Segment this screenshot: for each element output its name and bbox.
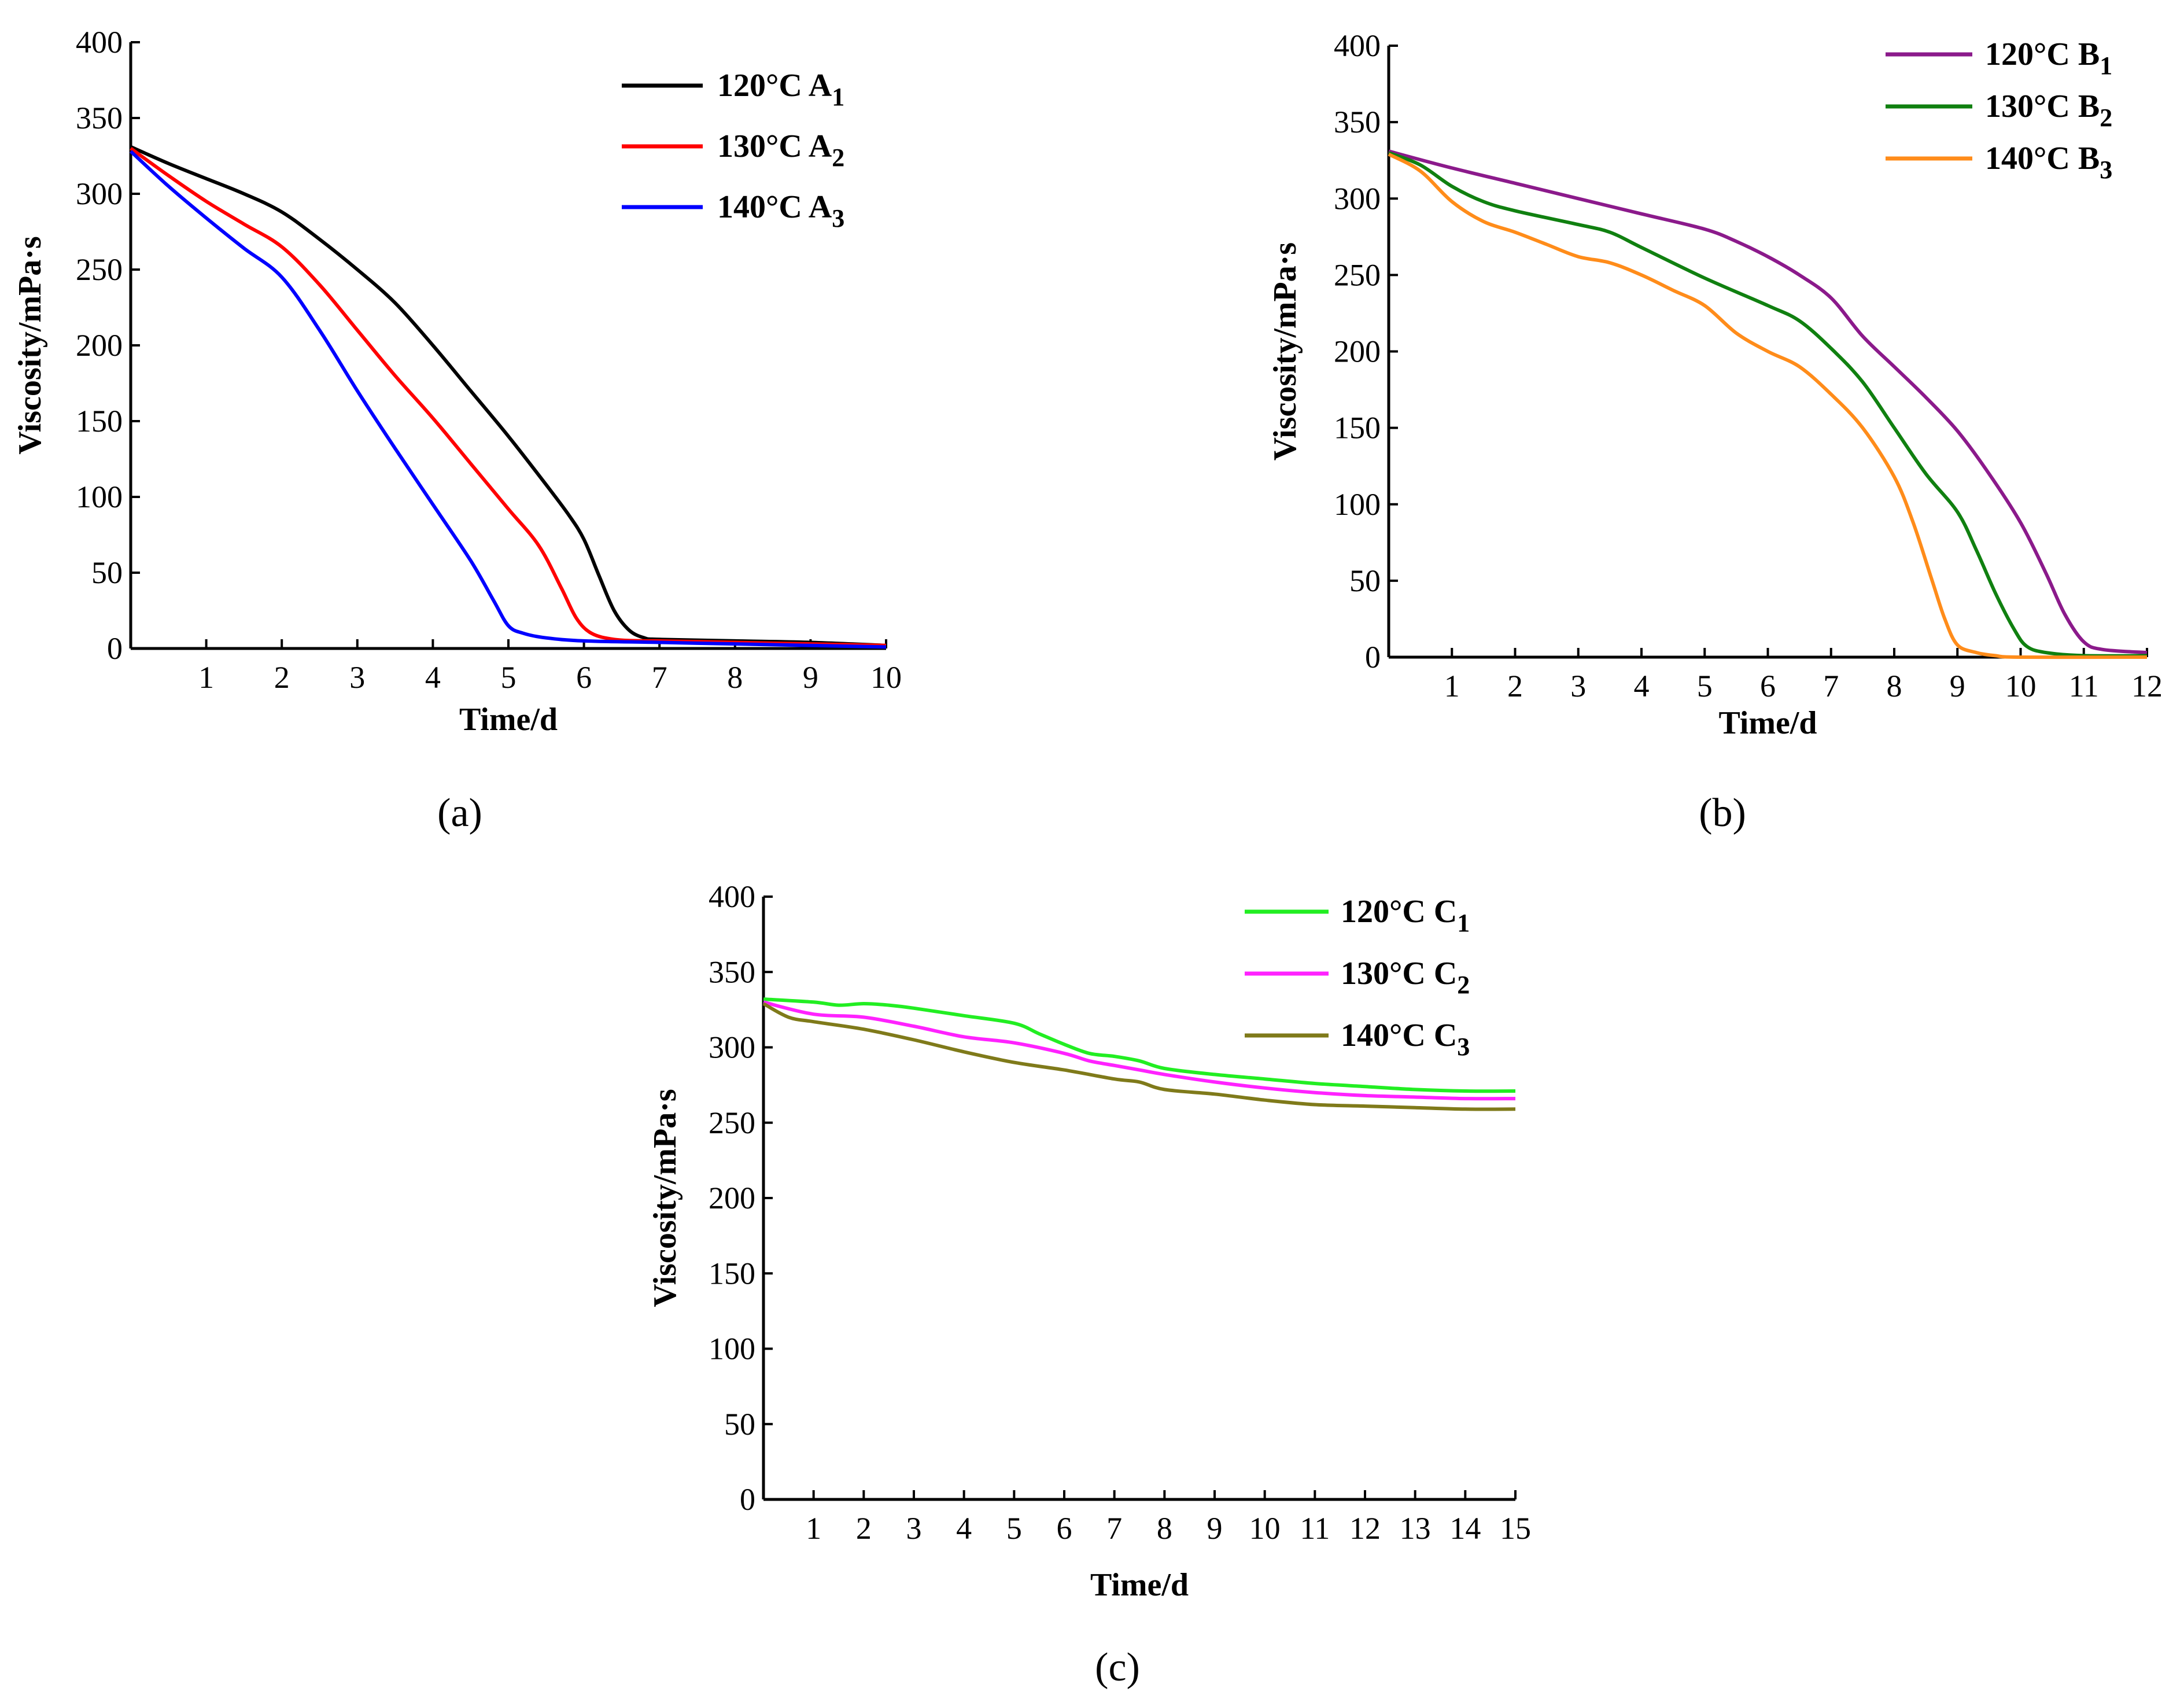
x-tick-label: 9 xyxy=(1950,669,1965,703)
y-tick-label: 150 xyxy=(76,404,123,438)
y-tick-label: 0 xyxy=(740,1482,755,1517)
x-axis-title: Time/d xyxy=(1718,705,1817,741)
x-tick-label: 10 xyxy=(1249,1511,1281,1546)
x-tick-label: 7 xyxy=(1106,1511,1122,1546)
x-tick-label: 5 xyxy=(1006,1511,1022,1546)
legend-label: 130°C A2 xyxy=(717,128,844,172)
y-tick-label: 0 xyxy=(107,631,123,666)
y-tick-label: 100 xyxy=(1334,487,1381,522)
x-tick-label: 8 xyxy=(1887,669,1902,703)
x-tick-label: 5 xyxy=(501,660,517,695)
y-tick-label: 200 xyxy=(709,1181,755,1215)
panel-caption: (b) xyxy=(1699,791,1746,835)
legend-label: 120°C A1 xyxy=(717,68,844,111)
y-axis-title: Viscosity/mPa·s xyxy=(647,1089,683,1307)
x-tick-label: 11 xyxy=(1300,1511,1330,1546)
y-tick-label: 150 xyxy=(1334,411,1381,445)
x-tick-label: 6 xyxy=(1057,1511,1072,1546)
x-tick-label: 4 xyxy=(1634,669,1650,703)
x-tick-label: 12 xyxy=(1349,1511,1381,1546)
y-tick-label: 400 xyxy=(1334,28,1381,63)
x-tick-label: 9 xyxy=(1207,1511,1223,1546)
y-tick-label: 50 xyxy=(1349,563,1381,598)
y-tick-label: 50 xyxy=(91,555,123,590)
y-tick-label: 200 xyxy=(1334,334,1381,369)
series-line-b1 xyxy=(1388,149,2148,655)
x-tick-label: 3 xyxy=(349,660,365,695)
panel-caption: (c) xyxy=(1095,1645,1140,1690)
y-tick-label: 250 xyxy=(76,252,123,287)
x-axis-title: Time/d xyxy=(459,702,558,738)
y-axis-title: Viscosity/mPa·s xyxy=(12,236,48,454)
y-tick-label: 0 xyxy=(1365,640,1381,675)
panel-caption: (a) xyxy=(437,791,482,835)
y-tick-label: 350 xyxy=(709,954,755,989)
y-tick-label: 300 xyxy=(76,176,123,211)
y-tick-label: 400 xyxy=(709,879,755,914)
y-tick-label: 250 xyxy=(709,1105,755,1140)
y-tick-label: 300 xyxy=(709,1030,755,1065)
x-tick-label: 12 xyxy=(2131,669,2163,703)
legend-label: 120°C C1 xyxy=(1341,894,1470,937)
x-tick-label: 10 xyxy=(2005,669,2037,703)
x-tick-label: 1 xyxy=(198,660,214,695)
x-tick-label: 2 xyxy=(1507,669,1523,703)
y-tick-label: 300 xyxy=(1334,181,1381,216)
x-axis-title: Time/d xyxy=(1090,1567,1189,1603)
x-tick-label: 6 xyxy=(1760,669,1776,703)
x-tick-label: 7 xyxy=(652,660,667,695)
legend-label: 140°C C3 xyxy=(1341,1018,1470,1061)
legend-label: 130°C B2 xyxy=(1985,89,2112,132)
y-tick-label: 100 xyxy=(76,480,123,514)
x-tick-label: 11 xyxy=(2069,669,2099,703)
series-line-b3 xyxy=(1388,152,2148,659)
series-line-c3 xyxy=(762,1002,1516,1111)
x-tick-label: 1 xyxy=(806,1511,821,1546)
y-tick-label: 200 xyxy=(76,328,123,363)
x-tick-label: 4 xyxy=(425,660,441,695)
x-tick-label: 3 xyxy=(1570,669,1586,703)
x-tick-label: 15 xyxy=(1500,1511,1531,1546)
series-line-c2 xyxy=(763,1000,1516,1101)
x-tick-label: 4 xyxy=(956,1511,972,1546)
x-tick-label: 9 xyxy=(803,660,818,695)
x-tick-label: 8 xyxy=(727,660,743,695)
legend-label: 140°C B3 xyxy=(1985,141,2112,184)
y-tick-label: 100 xyxy=(709,1332,755,1366)
y-tick-label: 150 xyxy=(709,1256,755,1291)
legend-label: 120°C B1 xyxy=(1985,36,2112,80)
legend-label: 140°C A3 xyxy=(717,189,844,233)
x-tick-label: 3 xyxy=(906,1511,922,1546)
y-tick-label: 50 xyxy=(724,1407,755,1442)
x-tick-label: 8 xyxy=(1157,1511,1172,1546)
series-line-a3 xyxy=(129,150,887,649)
x-tick-label: 2 xyxy=(274,660,290,695)
x-tick-label: 6 xyxy=(576,660,592,695)
chart-panel-a: 0 50 100 150 200 250 300 350 400 1 2 3 4 5 6 7 8 9 10 Time/… xyxy=(12,25,902,835)
x-tick-label: 2 xyxy=(856,1511,872,1546)
y-tick-label: 350 xyxy=(76,101,123,135)
x-tick-label: 10 xyxy=(870,660,902,695)
legend-label: 130°C C2 xyxy=(1341,956,1470,999)
series-line-b2 xyxy=(1388,151,2148,658)
x-tick-label: 1 xyxy=(1444,669,1460,703)
x-tick-label: 13 xyxy=(1400,1511,1431,1546)
x-tick-label: 7 xyxy=(1823,669,1839,703)
series-line-c1 xyxy=(763,997,1516,1093)
y-axis-title: Viscosity/mPa·s xyxy=(1267,242,1303,460)
y-tick-label: 250 xyxy=(1334,257,1381,292)
y-tick-label: 350 xyxy=(1334,105,1381,139)
x-tick-label: 14 xyxy=(1449,1511,1481,1546)
x-tick-label: 5 xyxy=(1697,669,1713,703)
y-tick-label: 400 xyxy=(76,25,123,60)
